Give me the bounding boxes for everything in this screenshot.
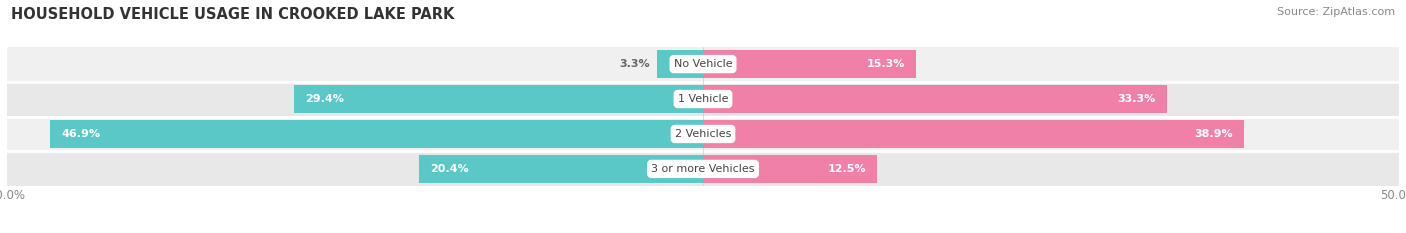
Bar [294,85,703,113]
Bar [703,120,1244,148]
Text: 20.4%: 20.4% [430,164,468,174]
Text: HOUSEHOLD VEHICLE USAGE IN CROOKED LAKE PARK: HOUSEHOLD VEHICLE USAGE IN CROOKED LAKE … [11,7,454,22]
Text: 33.3%: 33.3% [1118,94,1156,104]
Bar [51,120,703,148]
Bar [703,85,1167,113]
Text: 2 Vehicles: 2 Vehicles [675,129,731,139]
Text: 12.5%: 12.5% [827,164,866,174]
Text: 15.3%: 15.3% [866,59,905,69]
Bar [657,50,703,78]
Bar [0,82,1406,116]
Text: 1 Vehicle: 1 Vehicle [678,94,728,104]
Text: 3.3%: 3.3% [620,59,650,69]
Text: 38.9%: 38.9% [1195,129,1233,139]
Text: 29.4%: 29.4% [305,94,344,104]
Text: No Vehicle: No Vehicle [673,59,733,69]
Bar [0,47,1406,82]
Text: 46.9%: 46.9% [62,129,100,139]
Text: 3 or more Vehicles: 3 or more Vehicles [651,164,755,174]
Bar [703,50,915,78]
Bar [703,155,877,183]
Bar [419,155,703,183]
Bar [0,116,1406,151]
Bar [0,151,1406,186]
Text: Source: ZipAtlas.com: Source: ZipAtlas.com [1277,7,1395,17]
